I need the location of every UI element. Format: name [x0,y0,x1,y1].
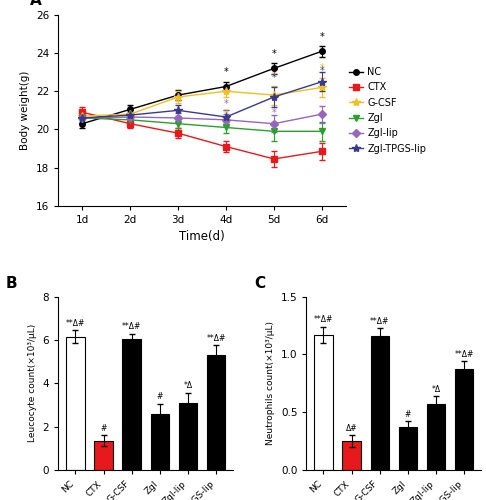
Bar [399,427,417,470]
Bar [343,441,361,470]
Text: **Δ#: **Δ# [122,322,141,331]
Text: #: # [156,392,163,402]
Text: **Δ#: **Δ# [370,316,389,326]
Text: *: * [272,72,277,83]
Bar [94,441,113,470]
Y-axis label: Body weight(g): Body weight(g) [20,70,31,150]
Text: *Δ: *Δ [432,384,440,394]
Text: **Δ#: **Δ# [66,318,85,328]
Text: **Δ#: **Δ# [206,334,226,343]
X-axis label: Time(d): Time(d) [179,230,225,243]
Bar [66,336,85,470]
Text: C: C [254,276,265,291]
Text: *: * [272,49,277,59]
Text: #: # [405,410,411,419]
Bar [207,355,225,470]
Text: *: * [272,71,277,81]
Legend: NC, CTX, G-CSF, ZgI, ZgI-lip, ZgI-TPGS-lip: NC, CTX, G-CSF, ZgI, ZgI-lip, ZgI-TPGS-l… [349,67,426,154]
Text: *: * [319,32,324,42]
Bar [151,414,169,470]
Text: *: * [272,108,277,118]
Text: *: * [319,66,324,76]
Text: Δ#: Δ# [346,424,357,433]
Text: **Δ#: **Δ# [454,350,474,359]
Text: **Δ#: **Δ# [314,316,333,324]
Bar [314,335,332,470]
Text: *Δ: *Δ [183,382,192,390]
Text: *: * [319,63,324,73]
Bar [455,370,473,470]
Bar [427,404,445,470]
Text: A: A [30,0,41,8]
Text: *: * [224,109,228,119]
Text: B: B [6,276,17,291]
Y-axis label: Leucocyte count(×10³/μL): Leucocyte count(×10³/μL) [28,324,37,442]
Bar [371,336,389,470]
Bar [179,403,197,470]
Text: *: * [224,100,228,110]
Bar [122,339,141,470]
Text: #: # [100,424,107,432]
Text: *: * [224,67,228,77]
Y-axis label: Neutrophils count(×10³/μL): Neutrophils count(×10³/μL) [266,322,275,446]
